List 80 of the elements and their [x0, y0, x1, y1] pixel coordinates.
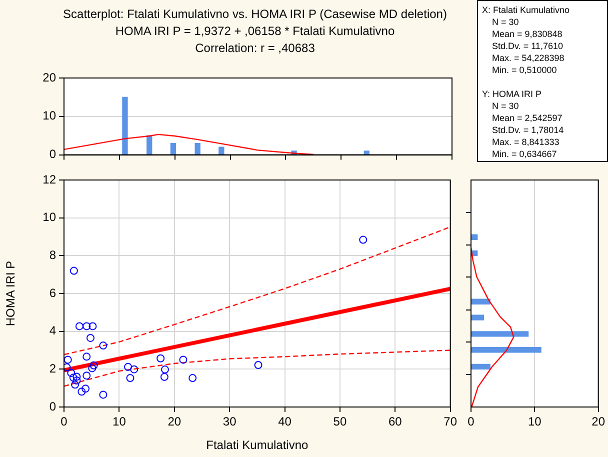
- point: [67, 368, 76, 377]
- x-tick-label: 60: [388, 414, 402, 429]
- y-tick-label: 10: [42, 108, 56, 123]
- point: [188, 374, 197, 382]
- text: X: Ftalati Kumulativno: [482, 4, 571, 16]
- y-tick-label: 8: [49, 248, 56, 262]
- x-tick-label: 0: [468, 414, 475, 429]
- point: [359, 236, 368, 244]
- x-axis-title: Ftalati Kumulativno: [206, 438, 309, 452]
- text: Correlation: r = ,40683: [194, 40, 316, 57]
- point: [64, 356, 72, 364]
- y-tick-label: 20: [42, 70, 56, 84]
- chart-title: Scatterplot: Ftalati Kumulativno vs. HOMA IRI P (Casewise MD deletion): [62, 6, 448, 23]
- x-tick-label: 40: [278, 414, 292, 429]
- bar: [471, 314, 484, 320]
- x-tick-label: 30: [222, 414, 237, 429]
- x-tick-label: 50: [333, 414, 347, 429]
- point: [88, 364, 96, 372]
- point: [69, 374, 78, 382]
- bar: [471, 364, 490, 370]
- bar: [364, 150, 370, 155]
- text: Mean = 9,830848: [491, 28, 564, 40]
- bar: [194, 142, 200, 155]
- point: [99, 342, 108, 350]
- point: [160, 372, 168, 381]
- point: [126, 374, 134, 382]
- text: Mean = 2,542597: [491, 112, 564, 124]
- text: N = 30: [491, 16, 520, 28]
- point: [82, 384, 90, 393]
- bar: [471, 331, 529, 337]
- y-tick-label: 12: [42, 172, 56, 186]
- x-tick-label: 20: [168, 414, 182, 429]
- text: Y: HOMA IRI P: [482, 88, 543, 100]
- point: [160, 366, 169, 374]
- y-tick-label: 0: [49, 147, 56, 162]
- text: Min. = 0,634667: [491, 148, 558, 160]
- point: [71, 380, 80, 389]
- point: [72, 372, 81, 381]
- point: [124, 362, 132, 371]
- bar: [471, 298, 490, 304]
- point: [82, 352, 91, 361]
- y-tick-label: 10: [42, 210, 56, 224]
- y-tick-label: 0: [49, 399, 56, 414]
- text: N = 30: [491, 100, 520, 112]
- bar: [170, 142, 176, 155]
- point: [86, 334, 94, 342]
- point: [72, 376, 81, 385]
- point: [130, 365, 138, 374]
- point: [78, 388, 86, 396]
- x-tick-label: 0: [60, 414, 68, 429]
- y-tick-label: 4: [49, 324, 56, 338]
- point: [88, 322, 97, 330]
- x-tick-label: 70: [444, 414, 458, 429]
- point: [75, 322, 84, 330]
- y-axis-title: HOMA IRI P: [4, 260, 18, 326]
- x-tick-label: 10: [528, 414, 542, 429]
- point: [99, 390, 108, 399]
- line-series: [64, 350, 450, 387]
- bar: [471, 347, 542, 353]
- text: Min. = 0,510000: [491, 64, 558, 76]
- x-tick-label: 10: [112, 414, 126, 429]
- text: Std.Dv. = 1,78014: [491, 124, 565, 136]
- point: [179, 356, 188, 364]
- bar: [146, 135, 152, 155]
- y-tick-label: 6: [49, 286, 56, 300]
- x-tick-label: 20: [592, 414, 606, 429]
- point: [82, 322, 91, 330]
- text: Max. = 8,841333: [491, 136, 560, 148]
- point: [82, 372, 91, 380]
- point: [156, 354, 165, 362]
- text: Std.Dv. = 11,7610: [491, 40, 564, 52]
- bar: [218, 146, 224, 155]
- bar: [122, 96, 128, 155]
- point: [254, 361, 262, 370]
- point: [70, 266, 78, 275]
- text: Max. = 54,228398: [491, 52, 566, 64]
- y-tick-label: 2: [49, 361, 56, 376]
- point: [64, 363, 71, 372]
- point: [90, 361, 98, 370]
- chart-subtitle: HOMA IRI P = 1,9372 + ,06158 * Ftalati Kumulativno: [114, 23, 396, 40]
